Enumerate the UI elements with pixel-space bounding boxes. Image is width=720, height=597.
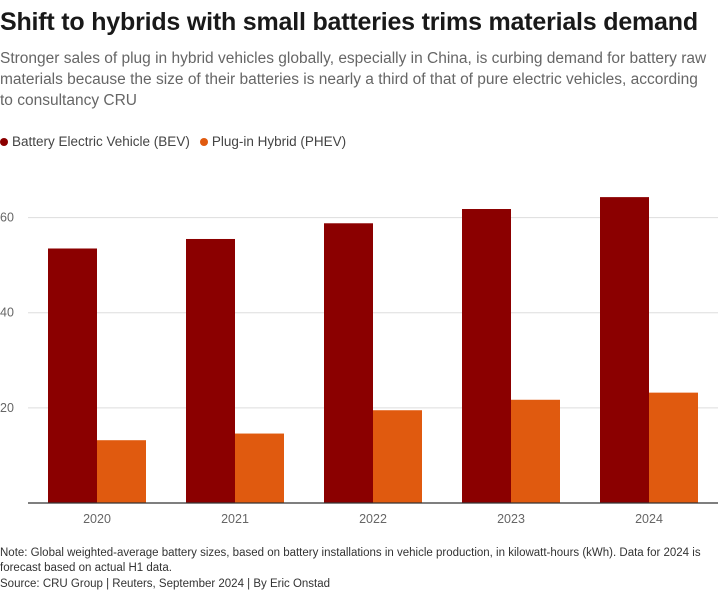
bar-bev-2021 xyxy=(186,238,235,503)
bar-bev-2023 xyxy=(462,209,511,503)
chart-note: Note: Global weighted-average battery si… xyxy=(0,547,701,574)
bar-phev-2024 xyxy=(649,392,698,503)
bar-phev-2020 xyxy=(97,440,146,503)
y-tick-label-60: 60 xyxy=(0,211,14,225)
bar-bev-2022 xyxy=(324,223,373,503)
x-tick-label-2021: 2021 xyxy=(221,512,249,526)
bar-bev-2024 xyxy=(600,197,649,503)
bar-phev-2022 xyxy=(373,410,422,503)
chart-title: Shift to hybrids with small batteries tr… xyxy=(0,8,698,36)
legend-swatch-phev xyxy=(199,137,208,146)
chart-source: Source: CRU Group | Reuters, September 2… xyxy=(0,578,331,590)
y-tick-label-20: 20 xyxy=(0,401,14,415)
legend-item-bev: Battery Electric Vehicle (BEV) xyxy=(0,134,190,149)
bar-phev-2023 xyxy=(511,399,560,503)
bar-chart: 20 40 60 2020 2021 2022 2023 2024 xyxy=(0,197,718,526)
bar-phev-2021 xyxy=(235,433,284,503)
y-tick-label-40: 40 xyxy=(0,306,14,320)
legend-label-phev: Plug-in Hybrid (PHEV) xyxy=(211,134,347,149)
legend: Battery Electric Vehicle (BEV) Plug-in H… xyxy=(0,134,356,149)
legend-label-bev: Battery Electric Vehicle (BEV) xyxy=(12,134,190,149)
x-tick-label-2024: 2024 xyxy=(635,512,663,526)
x-tick-label-2020: 2020 xyxy=(83,512,111,526)
bar-bev-2020 xyxy=(48,248,97,503)
legend-swatch-bev xyxy=(0,137,8,146)
x-tick-label-2023: 2023 xyxy=(497,512,525,526)
x-tick-label-2022: 2022 xyxy=(359,512,387,526)
chart-subtitle: Stronger sales of plug in hybrid vehicle… xyxy=(0,50,707,109)
legend-item-phev: Plug-in Hybrid (PHEV) xyxy=(199,134,347,149)
